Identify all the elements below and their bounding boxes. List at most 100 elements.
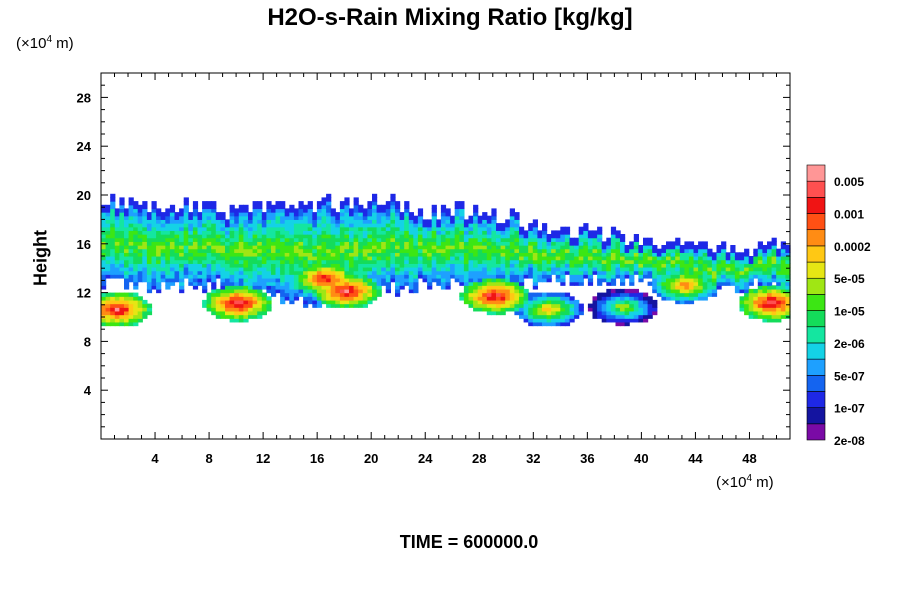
field-cell [744,296,750,301]
field-cell [721,252,727,257]
field-cell [519,270,525,275]
field-cell [413,267,419,272]
field-cell [482,278,488,283]
field-cell [303,241,309,246]
field-cell [280,267,286,272]
colorbar-swatch [806,180,826,198]
field-cell [330,215,336,220]
field-cell [399,256,405,261]
field-cell [757,314,763,319]
field-cell [610,274,617,279]
field-cell [220,259,226,264]
field-cell [344,248,350,253]
field-cell [785,267,791,272]
field-cell [606,310,612,316]
field-cell [349,278,355,283]
field-cell [280,252,286,257]
field-cell [179,270,185,275]
field-cell [257,219,263,224]
field-cell [688,274,695,279]
field-cell [519,296,525,301]
field-cell [160,245,166,250]
field-cell [114,259,120,264]
field-cell [211,223,217,228]
field-cell [684,296,690,301]
field-cell [142,241,148,246]
field-cell [321,263,327,268]
field-cell [496,296,502,301]
field-cell [330,252,336,257]
field-cell [183,248,189,253]
field-cell [326,256,332,261]
field-cell [289,208,295,213]
field-cell [362,215,368,220]
field-cell [422,245,428,250]
field-cell [160,248,166,253]
field-cell [440,204,447,210]
field-cell [491,219,497,224]
field-cell [390,274,396,279]
field-cell [440,263,447,268]
field-cell [477,263,483,268]
field-cell [202,281,208,286]
field-cell [656,259,662,264]
field-cell [505,245,511,250]
field-cell [633,303,639,308]
field-cell [528,321,534,327]
field-cell [303,285,309,290]
field-cell [597,278,603,283]
field-cell [652,259,658,264]
field-cell [234,288,240,294]
field-cell [261,299,267,305]
field-cell [160,256,166,261]
field-cell [266,270,272,275]
field-cell [192,237,199,242]
field-cell [229,256,235,261]
field-cell [739,299,745,305]
field-cell [734,278,741,283]
field-cell [482,285,488,290]
field-cell [564,248,571,253]
field-cell [326,237,332,242]
field-cell [463,274,470,279]
field-cell [551,237,557,242]
field-cell [225,314,231,319]
field-cell [519,234,525,239]
field-cell [220,285,226,290]
field-cell [597,314,603,319]
field-cell [459,241,465,246]
field-cell [156,281,162,286]
field-cell [344,197,350,202]
field-cell [463,219,470,224]
field-cell [385,285,391,290]
field-cell [486,299,492,305]
field-cell [666,288,672,294]
field-cell [307,212,313,217]
field-cell [339,303,346,308]
field-cell [316,256,323,261]
field-cell [206,296,212,301]
field-cell [643,259,649,264]
field-cell [454,241,460,246]
field-cell [551,318,557,323]
field-cell [445,223,451,228]
field-cell [344,270,350,275]
field-cell [312,288,318,294]
field-cell [574,263,580,268]
field-cell [734,267,741,272]
x-tick-label: 24 [418,451,433,466]
field-cell [248,281,254,286]
field-cell [542,296,548,301]
field-cell [505,263,511,268]
field-cell [330,241,336,246]
field-cell [358,274,364,279]
field-cell [730,274,736,279]
field-cell [468,303,474,308]
field-cell [303,245,309,250]
field-cell [408,278,414,283]
field-cell [643,314,649,319]
field-cell [399,226,405,231]
field-cell [202,270,208,275]
field-cell [110,204,116,210]
